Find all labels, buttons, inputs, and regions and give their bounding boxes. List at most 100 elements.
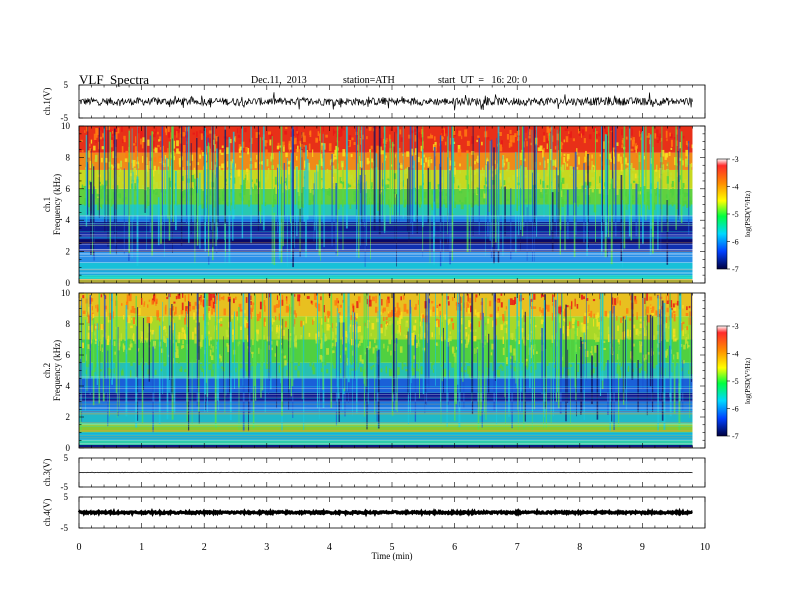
psd-speckle (93, 360, 97, 368)
psd-speckle (321, 344, 324, 349)
psd-speckle (269, 139, 272, 146)
psd-speckle (622, 315, 626, 319)
psd-speckle (99, 343, 101, 351)
psd-speckle (164, 190, 167, 195)
psd-speckle (254, 183, 257, 191)
psd-speckle (159, 181, 162, 188)
psd-speckle (122, 139, 124, 144)
psd-speckle (348, 135, 352, 142)
psd-speckle (384, 155, 387, 159)
psd-speckle (193, 167, 196, 174)
psd-speckle (156, 316, 159, 321)
psd-speckle (370, 145, 373, 150)
psd-speckle (106, 194, 109, 202)
psd-speckle (218, 197, 221, 205)
psd-speckle (256, 329, 259, 335)
psd-speckle (683, 192, 687, 198)
ch1-waveform: 5-5ch.1(V) (42, 80, 706, 123)
psd-speckle (158, 139, 160, 142)
psd-speckle (441, 191, 444, 196)
psd-speckle (242, 179, 245, 188)
psd-speckle (530, 142, 533, 146)
psd-speckle (419, 203, 421, 208)
psd-speckle (680, 367, 684, 372)
psd-speckle (222, 191, 224, 196)
psd-speckle (335, 142, 338, 147)
psd-speckle (399, 129, 402, 135)
psd-speckle (550, 127, 552, 132)
psd-speckle (112, 131, 113, 135)
psd-speckle (468, 180, 470, 186)
psd-speckle (265, 140, 268, 143)
psd-speckle (640, 341, 643, 346)
psd-speckle (376, 145, 380, 154)
psd-speckle (595, 314, 598, 320)
psd-speckle (89, 143, 91, 147)
psd-speckle (179, 198, 182, 205)
psd-speckle (538, 351, 541, 360)
psd-speckle (225, 334, 229, 338)
psd-speckle (203, 314, 205, 321)
psd-speckle (591, 154, 593, 159)
psd-speckle (591, 177, 595, 181)
psd-speckle (646, 191, 650, 200)
psd-speckle (594, 354, 597, 359)
psd-speckle (149, 316, 152, 324)
psd-speckle (383, 343, 385, 349)
colorbar-tick-label: -7 (732, 265, 739, 274)
psd-speckle (127, 315, 131, 324)
time-tick-label: 9 (640, 542, 645, 553)
psd-speckle (575, 166, 579, 170)
psd-speckle (516, 169, 519, 177)
psd-speckle (637, 329, 640, 337)
psd-speckle (390, 350, 392, 356)
psd-speckle (546, 185, 549, 188)
psd-speckle (359, 340, 361, 346)
psd-speckle (411, 130, 415, 134)
psd-speckle (182, 132, 186, 137)
psd-speckle (120, 160, 122, 168)
psd-speckle (314, 302, 317, 307)
psd-speckle (202, 358, 205, 367)
chart-start-time: start UT = 16: 20: 0 (438, 75, 528, 86)
psd-speckle (249, 307, 252, 315)
psd-speckle (263, 335, 265, 340)
time-tick-label: 2 (202, 542, 207, 553)
psd-speckle (553, 364, 556, 368)
psd-speckle (182, 345, 185, 349)
psd-speckle (620, 351, 623, 355)
psd-speckle (337, 304, 339, 312)
psd-speckle (665, 316, 668, 323)
psd-speckle (298, 298, 301, 306)
psd-speckle (661, 149, 665, 157)
psd-speckle (385, 366, 387, 374)
psd-speckle (247, 335, 249, 343)
psd-speckle (599, 154, 602, 157)
psd-speckle (220, 323, 223, 327)
psd-speckle (528, 131, 530, 136)
psd-speckle (331, 350, 335, 354)
psd-speckle (536, 172, 540, 177)
psd-speckle (565, 183, 569, 189)
psd-speckle (282, 141, 285, 147)
psd-speckle (81, 184, 84, 190)
psd-speckle (332, 128, 335, 136)
frequency-band (79, 126, 693, 153)
psd-speckle (214, 144, 216, 152)
psd-speckle (97, 307, 99, 313)
psd-speckle (634, 144, 636, 150)
psd-speckle (406, 166, 408, 172)
psd-speckle (394, 191, 396, 198)
psd-speckle (377, 175, 379, 183)
psd-speckle (545, 201, 548, 204)
psd-speckle (358, 326, 361, 333)
psd-speckle (110, 164, 113, 167)
psd-speckle (569, 174, 572, 178)
psd-speckle (348, 184, 352, 188)
time-tick-label: 1 (139, 542, 144, 553)
psd-speckle (406, 151, 410, 157)
psd-speckle (636, 312, 638, 317)
psd-speckle (651, 306, 655, 311)
psd-speckle (144, 301, 146, 306)
